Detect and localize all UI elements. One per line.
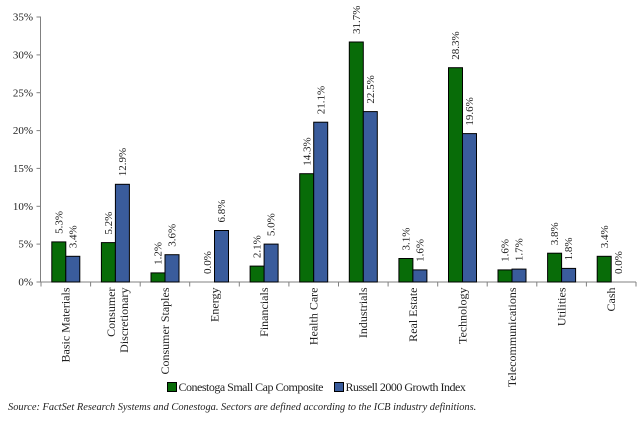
svg-text:15%: 15% — [13, 163, 33, 175]
svg-text:Financials: Financials — [257, 287, 271, 337]
svg-text:5.2%: 5.2% — [103, 212, 115, 235]
svg-text:0.0%: 0.0% — [613, 251, 625, 274]
svg-text:3.6%: 3.6% — [167, 224, 179, 247]
svg-text:Health Care: Health Care — [307, 288, 321, 346]
svg-text:Discretionary: Discretionary — [117, 288, 131, 353]
svg-text:Energy: Energy — [207, 288, 221, 322]
svg-text:3.4%: 3.4% — [67, 225, 79, 248]
svg-text:3.8%: 3.8% — [549, 222, 561, 245]
svg-text:30%: 30% — [13, 50, 33, 62]
svg-text:35%: 35% — [13, 12, 33, 24]
svg-text:5%: 5% — [18, 239, 33, 251]
svg-text:3.1%: 3.1% — [401, 228, 413, 251]
svg-text:Consumer Staples: Consumer Staples — [158, 287, 172, 374]
svg-text:14.3%: 14.3% — [301, 137, 313, 165]
svg-text:22.5%: 22.5% — [365, 75, 377, 103]
svg-text:28.3%: 28.3% — [450, 31, 462, 59]
svg-text:1.6%: 1.6% — [500, 239, 512, 262]
svg-text:25%: 25% — [13, 87, 33, 99]
svg-text:1.8%: 1.8% — [563, 237, 575, 260]
svg-text:12.9%: 12.9% — [117, 148, 129, 176]
svg-text:6.8%: 6.8% — [216, 200, 228, 223]
svg-text:Conestoga Small Cap Composite: Conestoga Small Cap Composite — [179, 380, 324, 394]
svg-text:5.0%: 5.0% — [266, 213, 278, 236]
svg-text:20%: 20% — [13, 125, 33, 137]
svg-text:Utilities: Utilities — [555, 287, 569, 326]
svg-text:Technology: Technology — [455, 288, 469, 344]
svg-text:10%: 10% — [13, 201, 33, 213]
svg-text:Real Estate: Real Estate — [406, 288, 420, 342]
svg-text:0%: 0% — [18, 277, 33, 289]
svg-text:1.2%: 1.2% — [153, 242, 165, 265]
svg-text:Cash: Cash — [604, 288, 618, 312]
svg-text:21.1%: 21.1% — [315, 86, 327, 114]
svg-text:2.1%: 2.1% — [252, 235, 264, 258]
svg-text:Russell 2000 Growth Index: Russell 2000 Growth Index — [346, 380, 466, 394]
svg-text:1.7%: 1.7% — [514, 238, 526, 261]
svg-text:31.7%: 31.7% — [351, 6, 363, 34]
svg-text:1.6%: 1.6% — [415, 239, 427, 262]
svg-text:19.6%: 19.6% — [464, 97, 476, 125]
svg-text:3.4%: 3.4% — [599, 225, 611, 248]
svg-text:Source: FactSet Research Syste: Source: FactSet Research Systems and Con… — [8, 402, 476, 413]
svg-text:Consumer: Consumer — [104, 288, 118, 337]
svg-text:5.3%: 5.3% — [53, 211, 65, 234]
svg-text:0.0%: 0.0% — [202, 251, 214, 274]
svg-text:Industrials: Industrials — [356, 287, 370, 338]
svg-text:Basic Materials: Basic Materials — [59, 287, 73, 362]
svg-text:Telecommunications: Telecommunications — [505, 287, 519, 387]
